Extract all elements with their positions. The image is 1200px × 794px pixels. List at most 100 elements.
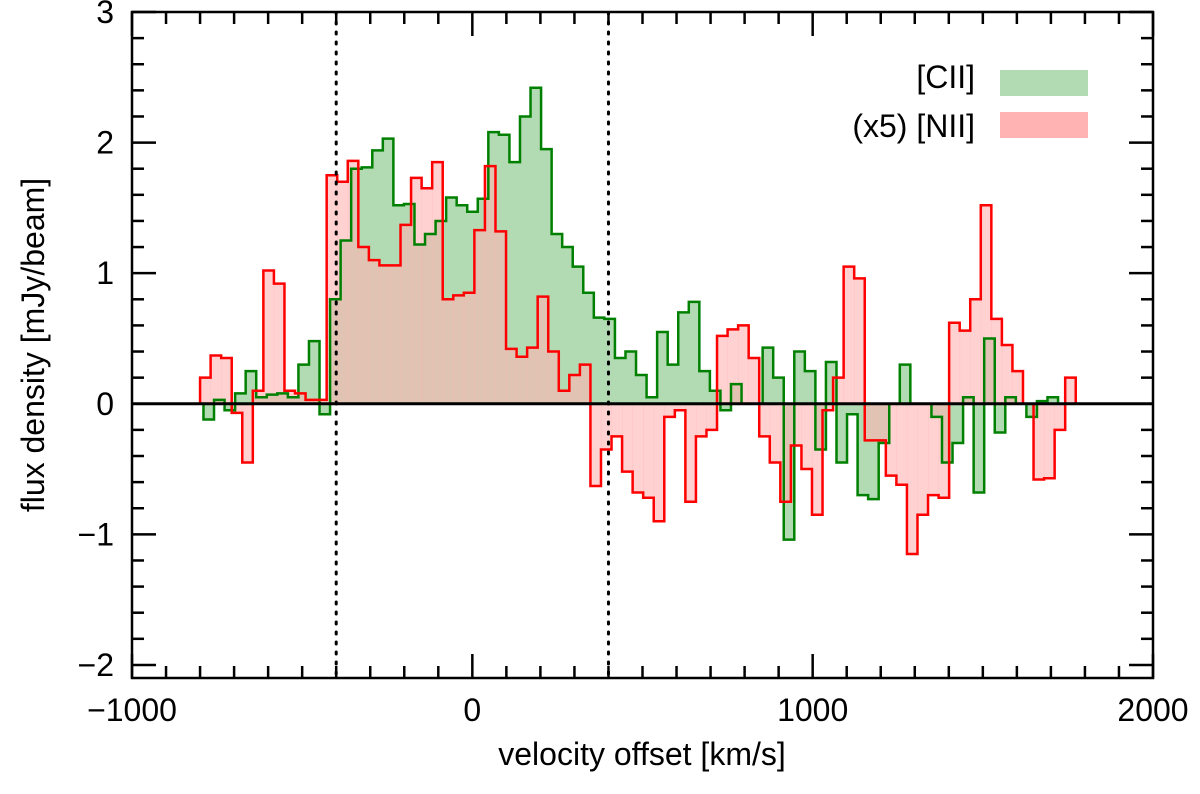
cii-bin (720, 403, 732, 411)
nii-bin (759, 403, 771, 437)
nii-bin (822, 403, 834, 411)
nii-bin (579, 364, 591, 404)
nii-bin (495, 231, 507, 404)
nii-bin (717, 335, 728, 404)
nii-bin (632, 403, 644, 493)
nii-bin (991, 318, 1003, 404)
cii-bin (519, 116, 531, 404)
nii-bin (738, 325, 750, 404)
nii-bin (421, 188, 433, 404)
nii-bin (811, 403, 823, 515)
cii-bin (688, 301, 700, 404)
nii-bin (432, 162, 444, 404)
nii-bin (210, 355, 222, 404)
nii-bin (685, 403, 697, 502)
x-tick-label: 2000 (1117, 692, 1188, 728)
nii-bin (221, 358, 233, 404)
cii-bin (868, 403, 880, 500)
nii-bin (970, 299, 982, 404)
cii-bin (604, 318, 616, 404)
legend-swatch-nii (1000, 112, 1088, 138)
nii-bin (537, 296, 549, 404)
cii-bin (583, 292, 595, 404)
nii-bin (896, 403, 908, 485)
nii-bin (295, 393, 306, 404)
cii-bin (709, 390, 721, 404)
cii-bin (773, 377, 785, 404)
x-axis-label: velocity offset [km/s] (498, 736, 786, 772)
nii-bin (928, 403, 939, 496)
x-tick-label: 1000 (777, 692, 848, 728)
cii-bin (298, 364, 310, 404)
nii-bin (558, 390, 570, 404)
nii-bin (727, 329, 739, 404)
y-tick-label: 2 (96, 125, 114, 161)
cii-bin (562, 247, 574, 404)
cii-bin (804, 371, 816, 404)
nii-bin (1065, 377, 1077, 404)
cii-bin (899, 364, 911, 404)
nii-bin (474, 230, 486, 404)
nii-bin (854, 278, 866, 404)
cii-bin (636, 375, 647, 404)
nii-bin (843, 266, 855, 404)
nii-bin (463, 292, 475, 404)
cii-bin (625, 351, 637, 404)
nii-bin (516, 356, 528, 404)
cii-bin (235, 393, 247, 404)
series-fills (200, 87, 1077, 554)
nii-bin (569, 375, 581, 404)
nii-line (198, 159, 1077, 556)
nii-bin (379, 265, 391, 404)
nii-bin (442, 299, 454, 404)
nii-bin (885, 403, 897, 476)
cii-bin (657, 331, 669, 404)
cii-bin (973, 403, 985, 493)
nii-bin (1044, 403, 1056, 479)
y-axis-label: flux density [mJy/beam] (15, 178, 51, 512)
nii-bin (411, 177, 423, 404)
nii-bin (643, 403, 655, 498)
axis-tick-labels: −1000 0 1000 2000 −2 −1 0 1 2 3 (78, 0, 1189, 728)
nii-bin (706, 403, 718, 430)
y-tick-label: −1 (78, 516, 114, 552)
nii-bin (453, 295, 465, 404)
cii-bin (1047, 397, 1059, 404)
nii-bin (938, 403, 950, 498)
nii-bin (959, 330, 971, 404)
cii-bin (762, 347, 774, 404)
nii-bin (1012, 371, 1024, 404)
nii-bin (400, 224, 412, 404)
cii-bin (308, 341, 320, 404)
legend: [CII] (x5) [NII] (852, 59, 1088, 144)
nii-bin (600, 403, 612, 450)
cii-bin (1026, 403, 1038, 417)
reference-lines (132, 12, 1153, 678)
cii-bin (994, 403, 1006, 433)
nii-bin (200, 377, 212, 404)
nii-bin (674, 403, 686, 411)
y-tick-label: −2 (78, 647, 114, 683)
nii-bin (347, 160, 359, 404)
cii-bin (224, 403, 236, 411)
cii-bin (593, 317, 605, 404)
cii-bin (319, 403, 331, 415)
nii-bin (231, 403, 243, 413)
nii-bin (316, 399, 328, 404)
x-tick-label: 0 (463, 692, 481, 728)
nii-bin (358, 247, 370, 404)
nii-bin (337, 181, 349, 404)
nii-bin (484, 166, 496, 404)
nii-bin (980, 205, 992, 404)
nii-bin (273, 283, 285, 404)
nii-bin (748, 358, 760, 404)
nii-bin (611, 403, 623, 437)
cii-bin (572, 266, 584, 404)
nii-bin (506, 348, 517, 404)
nii-bin (263, 270, 275, 404)
nii-bin (548, 351, 560, 404)
nii-bin (305, 399, 317, 404)
nii-bin (833, 377, 845, 404)
nii-bin (695, 403, 707, 437)
